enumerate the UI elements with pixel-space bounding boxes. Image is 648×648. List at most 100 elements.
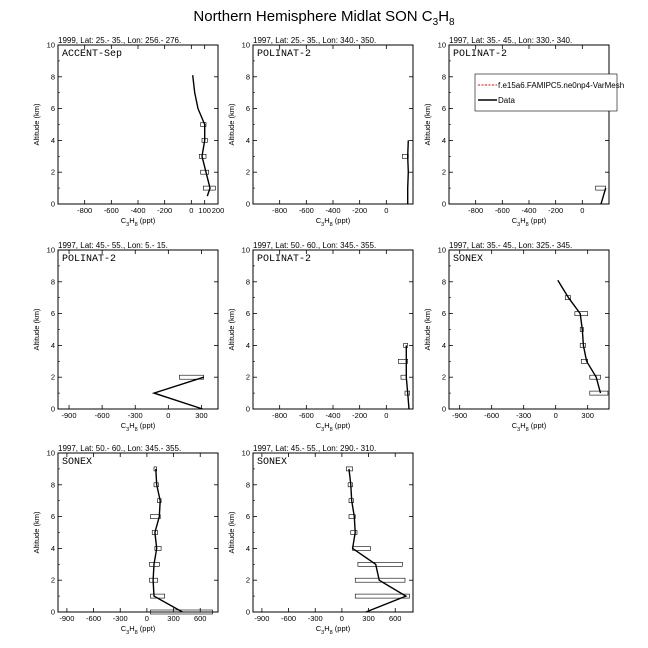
y-tick-label: 2 [246,373,250,382]
y-tick-label: 8 [51,277,55,286]
data-profile-line [557,279,602,394]
y-tick-label: 4 [442,341,446,350]
x-tick-label: -900 [59,614,74,623]
y-tick-label: 0 [246,200,250,209]
y-tick-label: 4 [246,544,250,553]
y-tick-label: 0 [442,200,446,209]
y-axis-label: Altitude (km) [227,103,236,146]
data-profile-line [600,187,607,205]
plot-frame [448,44,610,205]
y-tick-label: 8 [246,277,250,286]
x-tick-label: -600 [86,614,101,623]
range-box [154,546,162,551]
x-tick-label: 0 [166,411,170,420]
y-tick-label: 2 [51,168,55,177]
range-box [580,358,588,364]
data-profile-line [348,468,408,613]
panel-1: 1999, Lat: 25.- 35., Lon: 256.- 276. ACCE… [32,36,224,228]
x-tick-label: -600 [281,614,296,623]
x-tick-label: -600 [95,411,110,420]
legend-box [474,73,618,112]
campaign-label: POLINAT-2 [453,49,507,60]
y-axis-label: Altitude (km) [423,103,432,146]
panel-header: 1997, Lat: 25.- 35., Lon: 340.- 350. [253,36,376,45]
range-box [595,185,606,191]
range-box [150,514,161,519]
x-tick-label: -800 [468,206,483,215]
y-tick-label: 0 [51,608,55,617]
x-tick-label: 0 [384,206,388,215]
y-tick-label: 4 [51,341,55,350]
y-tick-label: 2 [442,373,446,382]
panel-header: 1997, Lat: 45.- 55., Lon: 290.- 310. [253,444,376,453]
y-tick-label: 6 [246,512,250,521]
y-tick-label: 0 [51,405,55,414]
campaign-label: POLINAT-2 [257,49,311,60]
y-tick-label: 0 [442,405,446,414]
plot-frame [57,44,219,205]
y-tick-label: 6 [246,309,250,318]
x-axis-label: C3H8 (ppt) [316,624,351,636]
campaign-label: SONEX [62,457,92,468]
range-box [400,374,407,380]
x-tick-label: -400 [325,411,340,420]
plot-frame [448,249,610,410]
x-tick-label: 600 [194,614,207,623]
x-tick-label: -300 [128,411,143,420]
panel-header: 1997, Lat: 50.- 60., Lon: 345.- 355. [58,444,181,453]
y-tick-label: 6 [442,104,446,113]
x-tick-label: -600 [104,206,119,215]
plot-frame [252,452,414,613]
title-sub-1: 3 [432,17,439,28]
y-tick-label: 10 [242,246,250,255]
y-tick-label: 10 [438,41,446,50]
panel-4: 1997, Lat: 45.- 55., Lon: 5.- 15. POLINAT… [32,241,219,433]
y-tick-label: 0 [246,405,250,414]
x-tick-label: -300 [113,614,128,623]
data-profile-line [152,468,183,613]
x-tick-label: -600 [484,411,499,420]
y-tick-label: 0 [51,200,55,209]
x-tick-label: 200 [212,206,225,215]
title-mid: H [438,8,450,25]
range-box [200,169,209,175]
campaign-label: ACCENT-Sep [62,49,122,60]
x-axis-label: C3H8 (ppt) [512,216,547,228]
range-box [350,530,358,535]
y-tick-label: 6 [442,309,446,318]
data-profile-line [406,140,410,204]
panel-2: 1997, Lat: 25.- 35., Lon: 340.- 350. POLI… [227,36,414,228]
x-tick-label: 0 [189,206,193,215]
y-tick-label: 2 [51,373,55,382]
y-tick-label: 4 [246,136,250,145]
x-axis-label: C3H8 (ppt) [316,421,351,433]
data-profile-line [405,345,410,410]
x-axis-label: C3H8 (ppt) [121,421,156,433]
y-tick-label: 10 [438,246,446,255]
x-tick-label: -800 [77,206,92,215]
x-tick-label: -200 [352,206,367,215]
y-axis-label: Altitude (km) [32,308,41,351]
y-tick-label: 4 [51,136,55,145]
y-tick-label: 4 [442,136,446,145]
x-tick-label: -300 [308,614,323,623]
y-tick-label: 0 [246,608,250,617]
range-box [354,577,406,583]
panel-header: 1997, Lat: 45.- 55., Lon: 5.- 15. [58,241,168,250]
panel-header: 1997, Lat: 35.- 45., Lon: 325.- 345. [449,241,572,250]
x-tick-label: -900 [254,614,269,623]
y-tick-label: 6 [51,104,55,113]
x-tick-label: 300 [581,411,594,420]
legend-label: Data [498,96,515,105]
range-box [589,390,609,396]
y-axis-label: Altitude (km) [227,511,236,554]
panel-6: 1997, Lat: 35.- 45., Lon: 325.- 345. SONE… [423,241,610,433]
x-tick-label: 0 [554,411,558,420]
panel-7: 1997, Lat: 50.- 60., Lon: 345.- 355. SONE… [32,444,219,636]
y-tick-label: 10 [242,41,250,50]
x-tick-label: -900 [62,411,77,420]
y-axis-label: Altitude (km) [227,308,236,351]
range-box [357,561,403,567]
campaign-label: SONEX [257,457,287,468]
